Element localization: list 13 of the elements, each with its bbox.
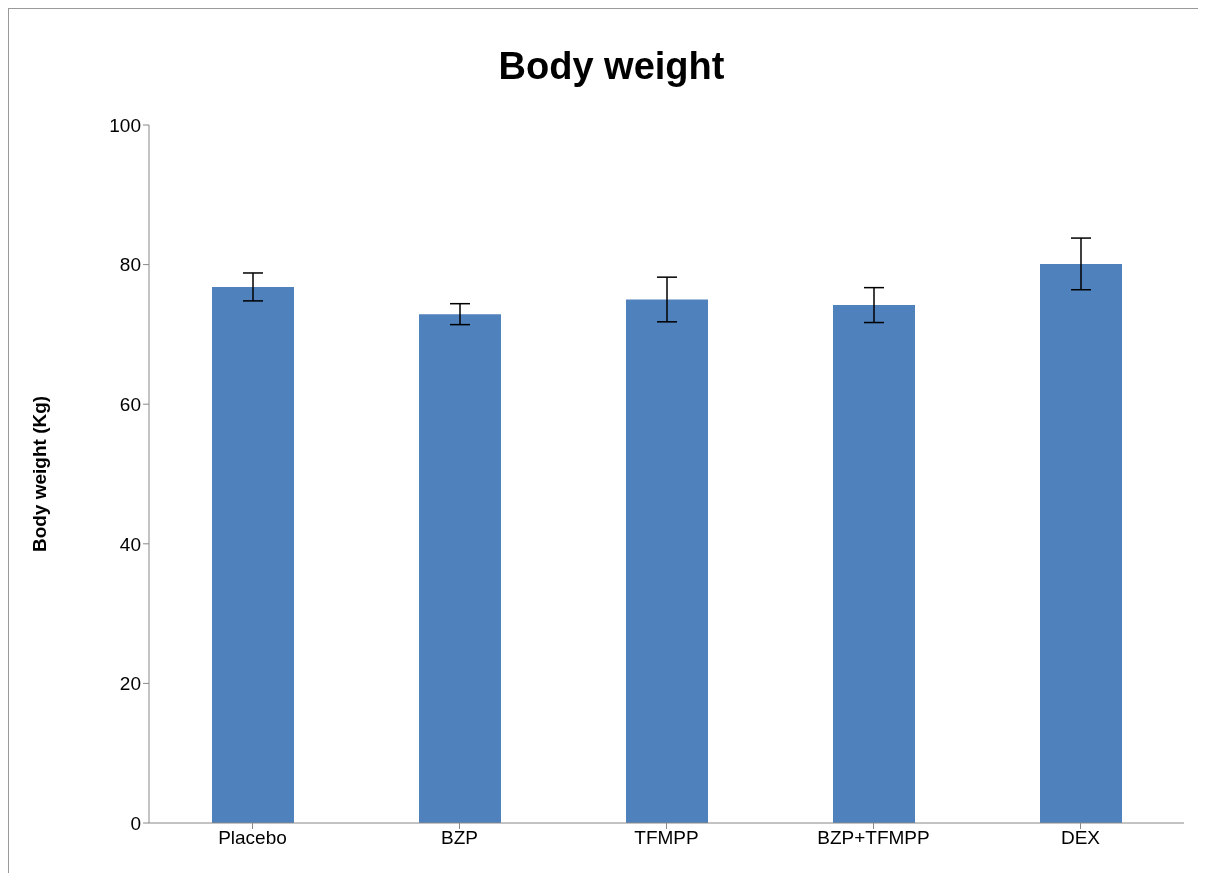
x-tick-label: Placebo bbox=[218, 827, 287, 849]
y-tick-label: 0 bbox=[130, 812, 141, 834]
x-tick-label: BZP+TFMPP bbox=[817, 827, 930, 849]
y-tick-label: 40 bbox=[119, 533, 141, 555]
x-tick-label: BZP bbox=[441, 827, 478, 849]
y-tick-label: 100 bbox=[109, 114, 141, 136]
y-axis-title: Body weight (Kg) bbox=[28, 395, 50, 553]
x-tick-label: TFMPP bbox=[634, 827, 699, 849]
y-tick-label: 60 bbox=[119, 393, 141, 415]
x-tick-label: DEX bbox=[1060, 827, 1101, 849]
y-tick-label: 80 bbox=[119, 254, 141, 276]
y-tick-label: 20 bbox=[119, 673, 141, 695]
chart-title: Body weight bbox=[497, 45, 726, 88]
